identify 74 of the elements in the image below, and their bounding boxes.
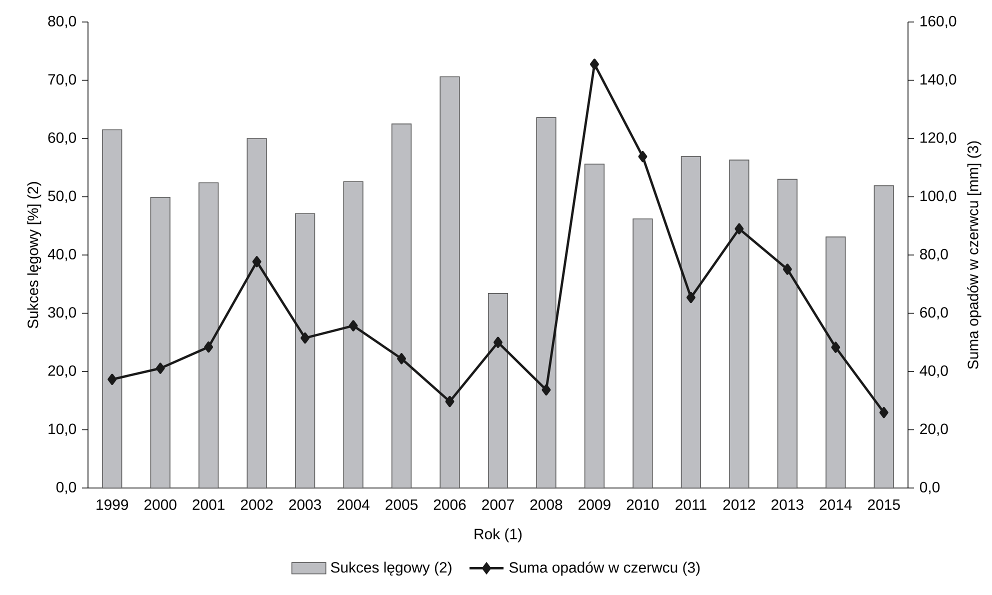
bar — [295, 213, 316, 488]
y2-tick-label: 0,0 — [920, 482, 940, 494]
x-tick-label: 2014 — [820, 499, 852, 510]
x-tick-label: 2009 — [578, 499, 610, 510]
y2-tick-label: 140,0 — [920, 74, 956, 86]
point — [831, 342, 840, 353]
y2-tick-label: 100,0 — [920, 190, 956, 203]
bar — [777, 178, 798, 488]
y-tick-label: 30,0 — [48, 307, 76, 320]
bar — [440, 76, 460, 488]
y-tick-label: 20,0 — [48, 365, 76, 378]
x-tick-label: 2007 — [482, 499, 514, 510]
bar — [632, 218, 653, 488]
y2-tick-label: 40,0 — [920, 365, 948, 378]
bar — [488, 293, 508, 488]
point — [686, 292, 696, 304]
y-tick-label: 60,0 — [48, 132, 76, 145]
point — [734, 223, 744, 234]
x-tick-label: 2012 — [723, 499, 756, 510]
x-tick-label: 2010 — [626, 499, 659, 510]
y2-tick-label: 60,0 — [920, 307, 948, 320]
point — [590, 58, 599, 70]
bar — [584, 164, 605, 488]
y-tick-label: 40,0 — [48, 248, 76, 262]
bar — [826, 236, 846, 488]
point — [397, 353, 406, 364]
x-tick-label: 2005 — [386, 499, 418, 510]
bar — [391, 124, 412, 488]
point — [300, 332, 310, 344]
y-tick-label: 10,0 — [48, 424, 76, 436]
y2-tick-label: 80,0 — [920, 248, 948, 262]
y2-tick-label: 160,0 — [920, 16, 956, 28]
x-tick-label: 2000 — [144, 499, 176, 510]
bar — [874, 185, 894, 488]
y-axis-title: Sukces lęgowy [%] (2) — [27, 182, 42, 328]
point — [108, 374, 117, 385]
x-tick-label: 2001 — [192, 499, 224, 510]
x-tick-label: 2003 — [289, 499, 322, 510]
y2-tick-label: 20,0 — [920, 424, 948, 436]
point — [252, 256, 262, 268]
bar — [536, 117, 556, 488]
y-tick-label: 0,0 — [56, 482, 76, 494]
y-tick-label: 50,0 — [48, 190, 76, 203]
point — [782, 264, 792, 275]
y-tick-label: 80,0 — [48, 16, 76, 28]
x-tick-label: 2006 — [434, 499, 466, 510]
point — [638, 150, 648, 162]
legend-label: Sukces lęgowy (2) — [330, 562, 452, 576]
point — [156, 362, 165, 374]
point — [542, 384, 551, 396]
bar — [343, 181, 364, 488]
y-tick-label: 70,0 — [48, 74, 76, 86]
y2-axis-title: Suma opadów w czerwcu [mm] (3) — [967, 141, 982, 369]
bar — [150, 196, 170, 488]
bar — [198, 182, 219, 488]
x-tick-label: 2011 — [676, 499, 706, 510]
legend-label: Suma opadów w czerwcu (3) — [509, 562, 700, 576]
x-tick-label: 1999 — [96, 499, 128, 510]
x-tick-label: 2004 — [337, 499, 370, 510]
x-tick-label: 2015 — [868, 499, 900, 510]
x-tick-label: 2013 — [772, 499, 804, 510]
point — [879, 406, 888, 418]
point — [348, 320, 358, 332]
bar — [680, 156, 701, 488]
x-tick-label: 2008 — [530, 499, 562, 510]
x-axis-title: Rok (1) — [474, 528, 522, 542]
point — [494, 336, 502, 348]
bar — [102, 129, 122, 488]
x-tick-label: 2002 — [240, 499, 273, 510]
bar — [729, 160, 750, 488]
bar — [246, 138, 267, 488]
point — [204, 341, 214, 353]
y2-tick-label: 120,0 — [920, 132, 956, 145]
point — [445, 396, 454, 408]
